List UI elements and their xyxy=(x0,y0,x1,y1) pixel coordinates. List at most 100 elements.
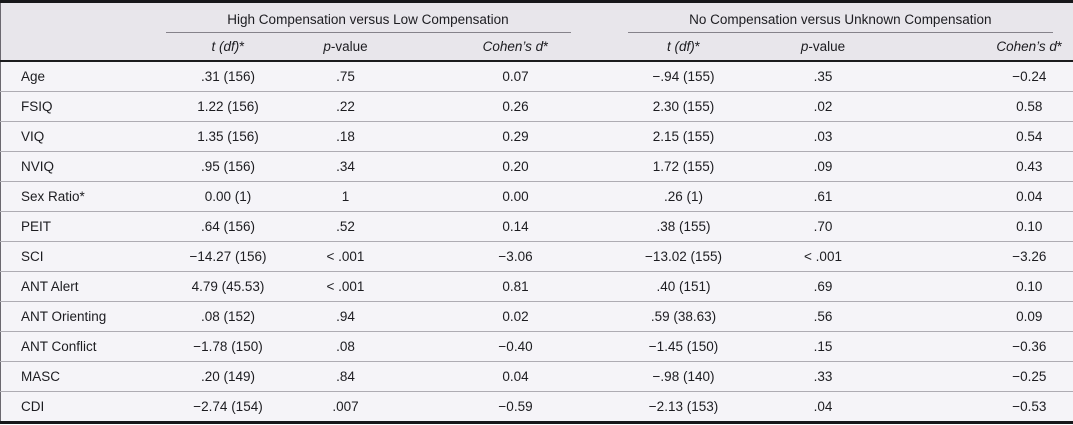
table-row: CDI −2.74 (154) .007 −0.59 −2.13 (153) .04 −0.… xyxy=(0,391,1073,423)
cell-t-df-2: −.94 (155) xyxy=(652,69,715,84)
cell-cohens-d-2: −0.53 xyxy=(1012,399,1047,414)
cell-p-value-1: .75 xyxy=(336,69,355,84)
cell-cohens-d-2: −0.25 xyxy=(1012,369,1047,384)
table-row: FSIQ 1.22 (156) .22 0.26 2.30 (155) .02 0.58 xyxy=(0,91,1073,122)
cell-t-df-1: 4.79 (45.53) xyxy=(191,279,265,294)
table-row: ANT Orienting .08 (152) .94 0.02 .59 (38.63)… xyxy=(0,301,1073,332)
cell-cohens-d-2: 0.43 xyxy=(1016,159,1043,174)
cell-t-df-2: 1.72 (155) xyxy=(652,159,715,174)
cell-t-df-1: .20 (149) xyxy=(200,369,256,384)
cell-t-df-2: .40 (151) xyxy=(656,279,711,294)
table-row: ANT Alert 4.79 (45.53) < .001 0.81 .40 (151)… xyxy=(0,271,1073,302)
cell-t-df-1: .31 (156) xyxy=(200,69,256,84)
group-title: No Compensation versus Unknown Compensat… xyxy=(689,12,992,27)
cell-t-df-2: 2.15 (155) xyxy=(652,129,715,144)
cell-p-value-2: .56 xyxy=(813,309,833,324)
cell-p-value-1: .22 xyxy=(336,99,355,114)
row-label: FSIQ xyxy=(21,99,53,114)
cell-cohens-d-1: 0.14 xyxy=(502,219,529,234)
row-label: SCI xyxy=(21,249,44,264)
cell-p-value-2: .03 xyxy=(813,129,833,144)
table-row: MASC .20 (149) .84 0.04 −.98 (140) .33 −0.25 xyxy=(0,361,1073,392)
cell-p-value-2: < .001 xyxy=(804,249,842,264)
cell-p-value-2: .70 xyxy=(813,219,833,234)
cell-cohens-d-1: 0.20 xyxy=(502,159,529,174)
cell-t-df-1: 1.22 (156) xyxy=(197,99,259,114)
cell-cohens-d-2: 0.54 xyxy=(1016,129,1043,144)
cell-cohens-d-2: 0.58 xyxy=(1016,99,1043,114)
cell-t-df-2: .26 (1) xyxy=(664,189,704,204)
cell-cohens-d-2: 0.10 xyxy=(1016,219,1043,234)
group-title: High Compensation versus Low Compensatio… xyxy=(227,12,509,27)
cell-cohens-d-1: −0.40 xyxy=(498,339,533,354)
cell-cohens-d-2: −0.24 xyxy=(1012,69,1047,84)
cell-p-value-1: < .001 xyxy=(326,279,365,294)
table-row: VIQ 1.35 (156) .18 0.29 2.15 (155) .03 0.54 xyxy=(0,121,1073,152)
cell-p-value-2: .33 xyxy=(813,369,833,384)
cell-p-value-1: .18 xyxy=(336,129,355,144)
cell-t-df-1: .95 (156) xyxy=(200,159,256,174)
cell-p-value-2: .09 xyxy=(813,159,833,174)
cell-t-df-2: .59 (38.63) xyxy=(650,309,717,324)
cell-t-df-1: .64 (156) xyxy=(200,219,256,234)
cell-p-value-2: .04 xyxy=(813,399,833,414)
cell-cohens-d-2: 0.10 xyxy=(1016,279,1043,294)
cell-p-value-1: 1 xyxy=(341,189,350,204)
row-label: ANT Conflict xyxy=(21,339,97,354)
row-label: Sex Ratio* xyxy=(21,189,85,204)
cell-p-value-1: .84 xyxy=(336,369,355,384)
group-header-row: High Compensation versus Low Compensatio… xyxy=(0,1,1073,33)
cell-cohens-d-1: 0.26 xyxy=(502,99,529,114)
cell-cohens-d-2: −3.26 xyxy=(1012,249,1047,264)
group-header-spanner: No Compensation versus Unknown Compensat… xyxy=(627,12,1054,33)
column-header-p-value-1: p-value xyxy=(290,33,401,61)
row-label: Age xyxy=(21,69,46,84)
cell-t-df-1: −14.27 (156) xyxy=(189,249,267,264)
table-row: Age .31 (156) .75 0.07 −.94 (155) .35 −0.24 xyxy=(0,61,1073,92)
cell-t-df-2: 2.30 (155) xyxy=(652,99,715,114)
cell-cohens-d-1: 0.29 xyxy=(502,129,529,144)
cell-t-df-2: −.98 (140) xyxy=(652,369,715,384)
row-label: ANT Alert xyxy=(21,279,79,294)
table-row: PEIT .64 (156) .52 0.14 .38 (155) .70 0.10 xyxy=(0,211,1073,242)
cell-t-df-1: .08 (152) xyxy=(200,309,256,324)
cell-cohens-d-1: 0.02 xyxy=(502,309,529,324)
column-header-t-df-2: t (df)* xyxy=(570,33,761,61)
group-header-spanner: High Compensation versus Low Compensatio… xyxy=(165,12,571,33)
group-header-high-vs-low: High Compensation versus Low Compensatio… xyxy=(165,1,571,33)
cell-t-df-1: −2.74 (154) xyxy=(193,399,263,414)
cell-p-value-2: .15 xyxy=(813,339,833,354)
cell-cohens-d-1: 0.04 xyxy=(502,369,529,384)
cell-cohens-d-1: −0.59 xyxy=(498,399,533,414)
row-label: CDI xyxy=(21,399,45,414)
cell-cohens-d-2: 0.04 xyxy=(1016,189,1043,204)
column-header-t-df-1: t (df)* xyxy=(165,33,291,61)
cell-cohens-d-2: 0.09 xyxy=(1016,309,1043,324)
group-header-no-vs-unknown: No Compensation versus Unknown Compensat… xyxy=(570,1,1073,33)
table-row: ANT Conflict −1.78 (150) .08 −0.40 −1.45 (15… xyxy=(0,331,1073,362)
row-label: MASC xyxy=(21,369,61,384)
cell-p-value-2: .61 xyxy=(813,189,833,204)
cell-cohens-d-1: 0.81 xyxy=(502,279,529,294)
row-label: NVIQ xyxy=(21,159,55,174)
table-header: High Compensation versus Low Compensatio… xyxy=(0,1,1073,61)
column-header-cohens-d-2: Cohen’s d* xyxy=(885,33,1073,61)
table-row: Sex Ratio* 0.00 (1) 1 0.00 .26 (1) .61 0.04 xyxy=(0,181,1073,212)
cell-p-value-2: .69 xyxy=(813,279,833,294)
row-label-column-header-empty xyxy=(0,1,166,33)
cell-p-value-2: .02 xyxy=(813,99,833,114)
row-label: PEIT xyxy=(21,219,52,234)
table-row: SCI −14.27 (156) < .001 −3.06 −13.02 (155) < … xyxy=(0,241,1073,272)
cell-p-value-1: .52 xyxy=(336,219,355,234)
cell-p-value-1: .007 xyxy=(332,399,359,414)
cell-cohens-d-1: −3.06 xyxy=(498,249,533,264)
cell-t-df-1: 0.00 (1) xyxy=(204,189,252,204)
cell-p-value-1: < .001 xyxy=(326,249,365,264)
cell-t-df-2: −13.02 (155) xyxy=(645,249,722,264)
cell-cohens-d-2: −0.36 xyxy=(1012,339,1047,354)
cell-p-value-1: .34 xyxy=(336,159,355,174)
cell-t-df-1: −1.78 (150) xyxy=(193,339,263,354)
cell-cohens-d-1: 0.00 xyxy=(502,189,529,204)
column-header-p-value-2: p-value xyxy=(760,33,886,61)
